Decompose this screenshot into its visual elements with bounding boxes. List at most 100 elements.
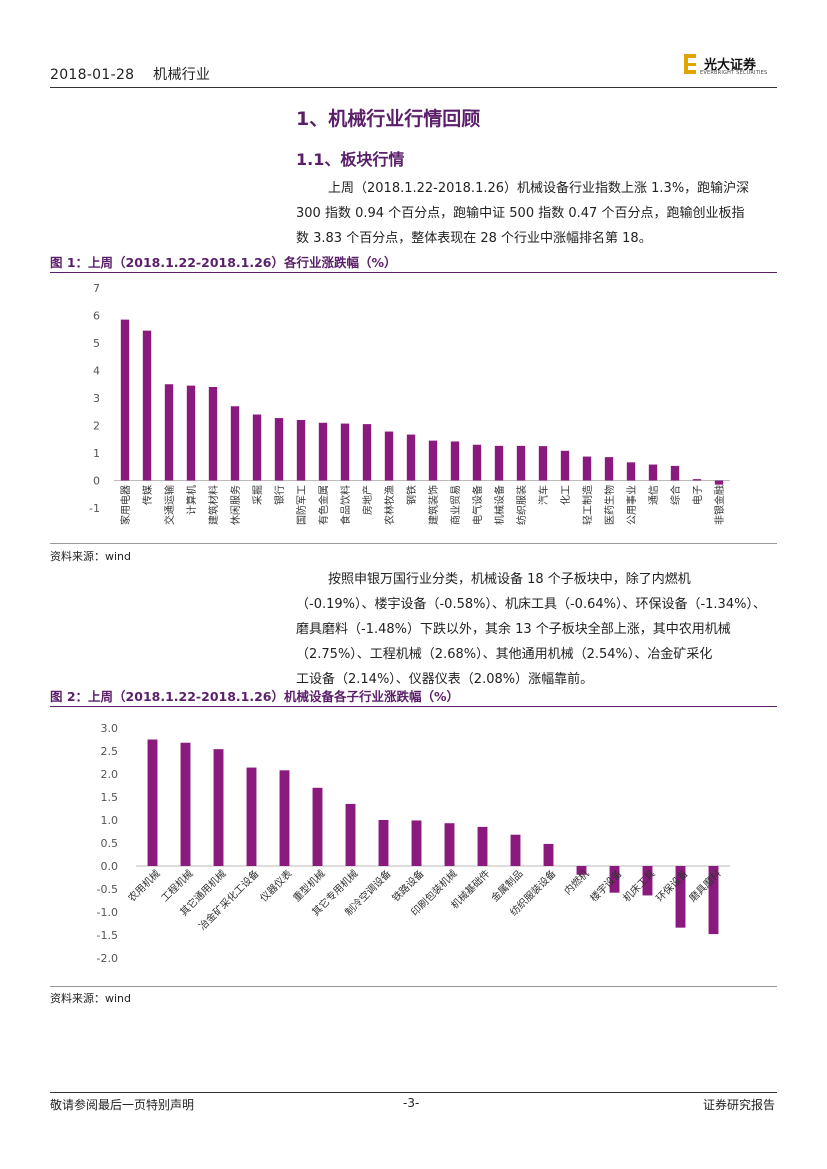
figure-1-source-rule	[50, 543, 777, 544]
y-tick-label: 4	[93, 365, 100, 378]
bar	[450, 441, 460, 481]
y-tick-label: 6	[93, 310, 100, 323]
x-tick-label: 汽车	[537, 485, 550, 505]
figure-1-chart: -1 0 1 2 3 4 5 6 7 家用电器 传媒 交通运输 计算机 建筑材料 休闲服务 采掘 银行 国防军工有…	[89, 282, 730, 525]
bar	[164, 384, 174, 481]
bar	[345, 803, 356, 866]
x-tick-label: 轻工制造	[581, 485, 594, 525]
bar	[230, 406, 240, 481]
paragraph-1: 上周（2018.1.22-2018.1.26）机械设备行业指数上涨 1.3%，跑…	[296, 176, 776, 251]
paragraph-line: （-0.19%）、楼宇设备（-0.58%）、机床工具（-0.64%）、环保设备（…	[296, 597, 766, 612]
figure-1-source: 资料来源：wind	[50, 550, 132, 563]
bar	[384, 431, 394, 481]
footer-rule	[50, 1092, 777, 1093]
x-tick-label: 内燃机	[561, 867, 591, 897]
bar	[472, 444, 482, 481]
x-tick-label: 纺织服装	[515, 485, 528, 525]
y-tick-label: -1.0	[97, 906, 118, 919]
bar	[582, 456, 592, 481]
footer-disclaimer: 敬请参阅最后一页特别声明	[50, 1098, 195, 1112]
x-tick-label: 交通运输	[163, 485, 176, 525]
figure-2-source-rule	[50, 986, 777, 987]
bar	[670, 465, 680, 481]
x-tick-label: 休闲服务	[229, 485, 242, 525]
y-tick-label: 1.0	[101, 814, 119, 827]
y-tick-label: -1.5	[97, 929, 118, 942]
y-tick-label: 5	[93, 337, 100, 350]
y-tick-label: 2	[93, 420, 100, 433]
figure-2-chart: -2.0 -1.5 -1.0 -0.5 0.0 0.5 1.0 1.5 2.0 2.5 3.0 农用机…	[97, 722, 730, 965]
bar	[279, 770, 290, 866]
bar	[246, 767, 257, 866]
x-tick-label: 电气设备	[471, 485, 484, 525]
bar	[340, 423, 350, 481]
figure-1-rule	[50, 272, 777, 273]
paragraph-line: 上周（2018.1.22-2018.1.26）机械设备行业指数上涨 1.3%，跑…	[328, 181, 750, 196]
bar	[714, 480, 724, 485]
bar	[428, 440, 438, 481]
x-tick-label: 机械设备	[493, 485, 506, 525]
y-tick-label: -0.5	[97, 883, 118, 896]
x-tick-label: 农林牧渔	[383, 485, 396, 525]
bar	[186, 385, 196, 481]
subsection-heading: 1.1、板块行情	[296, 150, 405, 169]
x-tick-label: 建筑材料	[207, 485, 220, 525]
x-tick-label: 商业贸易	[449, 485, 462, 525]
section-heading: 1、机械行业行情回顾	[296, 108, 481, 130]
figure-2-source: 资料来源：wind	[50, 992, 132, 1005]
header-date: 2018-01-28	[50, 67, 135, 83]
x-tick-label: 钢铁	[405, 485, 418, 505]
x-tick-label: 医药生物	[603, 485, 616, 525]
bar	[180, 742, 191, 866]
bar	[675, 866, 686, 928]
x-tick-label: 非银金融	[713, 485, 726, 525]
y-tick-label: 0.0	[101, 860, 119, 873]
y-tick-label: 1	[93, 447, 100, 460]
x-tick-label: 化工	[559, 485, 572, 505]
bar	[543, 843, 554, 866]
bar	[406, 434, 416, 481]
y-tick-label: 1.5	[101, 791, 119, 804]
footer-report-type: 证券研究报告	[703, 1098, 776, 1112]
bar	[477, 826, 488, 866]
x-tick-label: 冶金矿采化工设备	[196, 867, 262, 933]
x-tick-label: 食品饮料	[339, 485, 352, 525]
bar	[494, 445, 504, 481]
x-tick-label: 公用事业	[625, 485, 638, 525]
logo-icon	[684, 54, 696, 74]
y-tick-label: 0.5	[101, 837, 119, 850]
bar	[516, 445, 526, 481]
bar	[609, 866, 620, 893]
bar	[626, 462, 636, 481]
x-tick-label: 综合	[669, 485, 682, 505]
bar	[444, 823, 455, 866]
x-tick-label: 通信	[648, 485, 660, 505]
y-tick-label: 2.5	[101, 745, 119, 758]
bar	[560, 450, 570, 481]
figure-2-rule	[50, 706, 777, 707]
bar	[692, 479, 702, 481]
bar	[411, 820, 422, 866]
figure-2-title: 图 2：上周（2018.1.22-2018.1.26）机械设备各子行业涨跌幅（%…	[50, 689, 460, 704]
bar	[362, 424, 372, 481]
x-tick-label: 建筑装饰	[427, 485, 440, 525]
paragraph-line: 数 3.83 个百分点，整体表现在 28 个行业中涨幅排名第 18。	[296, 231, 652, 246]
bar	[208, 387, 218, 481]
paragraph-line: 按照申银万国行业分类，机械设备 18 个子板块中，除了内燃机	[328, 572, 691, 587]
bar	[538, 446, 548, 481]
header-industry: 机械行业	[153, 67, 211, 83]
bar	[147, 739, 158, 866]
x-tick-label: 传媒	[142, 485, 154, 505]
figure-1-title: 图 1：上周（2018.1.22-2018.1.26）各行业涨跌幅（%）	[50, 255, 397, 270]
bar	[378, 820, 389, 866]
x-tick-label: 国防军工	[295, 485, 308, 525]
header-date-industry: 2018-01-28 机械行业	[50, 64, 210, 84]
x-tick-label: 有色金属	[317, 485, 330, 525]
x-tick-label: 采掘	[251, 485, 264, 505]
x-tick-label: 农用机械	[125, 867, 162, 904]
bar	[576, 866, 587, 875]
bar	[312, 787, 323, 866]
y-tick-label: -1	[89, 502, 100, 515]
logo-name: 光大证券	[704, 58, 757, 73]
bar	[296, 420, 306, 481]
